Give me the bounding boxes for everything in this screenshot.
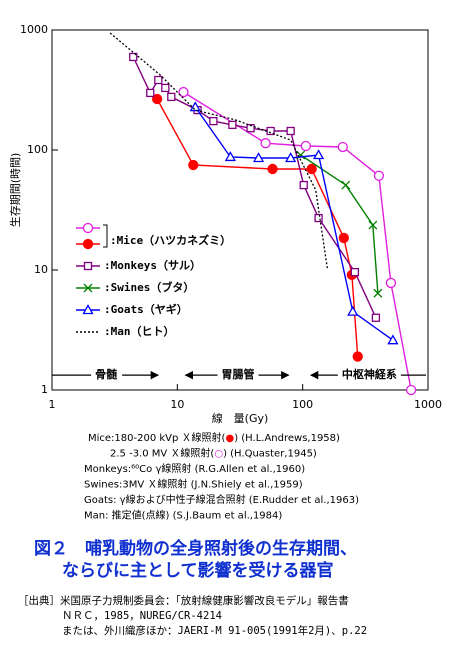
data-point bbox=[341, 180, 351, 190]
note-line: Man: 推定値(点線) (S.J.Baum et al.,1984) bbox=[84, 509, 282, 522]
data-point bbox=[347, 305, 359, 316]
data-point bbox=[224, 151, 236, 162]
note-part: Man: 推定値(点線) bbox=[84, 509, 170, 522]
x-tick-label: 10 bbox=[170, 398, 184, 411]
data-point bbox=[167, 92, 176, 102]
legend-bracket bbox=[103, 224, 108, 248]
series-line bbox=[194, 106, 394, 341]
phase-label-bg bbox=[91, 367, 123, 382]
note-part: Mice:180-200 kVp Ｘ線照射( bbox=[88, 431, 226, 444]
caption-line: 図２ 哺乳動物の全身照射後の生存期間、 bbox=[34, 538, 357, 559]
data-point bbox=[267, 163, 278, 175]
note-part: ● bbox=[225, 433, 234, 444]
data-point bbox=[350, 267, 360, 277]
note-part: (J.N.Shiely et al.,1959) bbox=[187, 480, 302, 491]
data-point bbox=[352, 351, 363, 362]
y-axis-label: 生存期間(時間) bbox=[8, 153, 22, 228]
data-point bbox=[306, 163, 317, 175]
phase-label-bg bbox=[217, 367, 259, 382]
x-tick-label: 100 bbox=[292, 398, 313, 411]
data-point bbox=[129, 52, 138, 62]
x-axis-label: 線 量(Gy) bbox=[212, 411, 269, 425]
data-point bbox=[209, 116, 218, 126]
note-part: Goats: γ線および中性子線混合照射 bbox=[84, 493, 246, 506]
data-point bbox=[146, 88, 155, 98]
data-point bbox=[246, 124, 255, 133]
legend-marker bbox=[83, 283, 93, 293]
data-point bbox=[405, 384, 417, 396]
legend-label: :Mice（ハツカネズミ） bbox=[110, 233, 231, 247]
note-part: (H.Quaster,1945) bbox=[227, 449, 317, 460]
legend-marker bbox=[82, 304, 94, 315]
note-line: 2.5 -3.0 MV Ｘ線照射(○) (H.Quaster,1945) bbox=[110, 447, 317, 460]
legend-label: :Monkeys（サル） bbox=[104, 259, 201, 272]
data-point bbox=[300, 140, 311, 152]
data-point bbox=[385, 277, 397, 289]
data-point bbox=[387, 334, 399, 345]
note-part: ○ bbox=[214, 449, 223, 460]
y-tick-label: 1000 bbox=[20, 23, 48, 36]
data-point bbox=[178, 86, 189, 98]
y-tick-label: 10 bbox=[34, 263, 48, 276]
data-point bbox=[228, 120, 237, 130]
data-point bbox=[368, 220, 378, 230]
note-part: Swines:3MV Ｘ線照射 bbox=[84, 478, 187, 491]
data-point bbox=[371, 313, 381, 322]
data-point bbox=[285, 152, 297, 163]
data-point bbox=[337, 141, 348, 153]
source-line: ［出典］米国原子力規制委員会：「放射線健康影響改良モデル」報告書 bbox=[18, 594, 349, 607]
phase-label: 骨髄 bbox=[95, 367, 118, 381]
note-line: Goats: γ線および中性子線混合照射 (E.Rudder et al.,19… bbox=[84, 493, 359, 506]
legend-label: :Swines（ブタ） bbox=[104, 280, 194, 294]
y-tick-label: 100 bbox=[27, 143, 48, 156]
y-tick-label: 1 bbox=[41, 383, 48, 396]
data-point bbox=[260, 138, 271, 149]
legend-marker bbox=[82, 238, 94, 250]
x-tick-label: 1000 bbox=[414, 398, 442, 411]
series-line bbox=[300, 154, 379, 294]
data-point bbox=[312, 149, 325, 160]
source-line: ＮＲＣ，1985，NUREG/CR-4214 bbox=[62, 610, 222, 622]
series-line bbox=[109, 32, 329, 271]
source-line: または、外川織彦ほか：JAERI-M 91-005(1991年2月)、p.22 bbox=[62, 624, 367, 637]
legend-label: :Goats（ヤギ） bbox=[104, 302, 188, 316]
note-line: Swines:3MV Ｘ線照射 (J.N.Shiely et al.,1959) bbox=[84, 478, 303, 491]
note-part: (R.G.Allen et al.,1960) bbox=[191, 464, 305, 475]
data-point bbox=[151, 93, 163, 105]
note-line: Mice:180-200 kVp Ｘ線照射(●) (H.L.Andrews,19… bbox=[88, 431, 340, 444]
caption-line: ならびに主として影響を受ける器官 bbox=[62, 560, 334, 581]
data-point bbox=[188, 159, 199, 171]
data-point bbox=[286, 126, 295, 136]
phase-label-bg bbox=[337, 367, 401, 382]
plot-frame bbox=[51, 29, 429, 391]
data-point bbox=[373, 170, 385, 181]
legend-label: :Man（ヒト） bbox=[104, 325, 175, 338]
note-part: ) bbox=[234, 433, 238, 444]
data-point bbox=[338, 232, 349, 244]
legend-marker bbox=[82, 222, 94, 234]
legend-marker bbox=[83, 261, 93, 271]
data-point bbox=[373, 288, 383, 298]
x-tick-label: 1 bbox=[49, 398, 56, 411]
phase-label: 胃腸管 bbox=[222, 367, 255, 381]
note-part: 2.5 -3.0 MV Ｘ線照射( bbox=[110, 447, 214, 460]
data-point bbox=[252, 152, 265, 163]
phase-label: 中枢神経系 bbox=[342, 367, 397, 381]
data-point bbox=[314, 213, 323, 223]
note-part: (E.Rudder et al.,1963) bbox=[246, 495, 360, 506]
data-point bbox=[299, 180, 308, 190]
note-part: Monkeys:⁶⁰Co γ線照射 bbox=[84, 462, 191, 475]
note-part: ) bbox=[223, 449, 227, 460]
note-part: (H.L.Andrews,1958) bbox=[238, 433, 340, 444]
note-line: Monkeys:⁶⁰Co γ線照射 (R.G.Allen et al.,1960… bbox=[84, 462, 305, 475]
data-point bbox=[161, 83, 170, 93]
data-point bbox=[154, 75, 163, 85]
note-part: (S.J.Baum et al.,1984) bbox=[169, 511, 282, 522]
